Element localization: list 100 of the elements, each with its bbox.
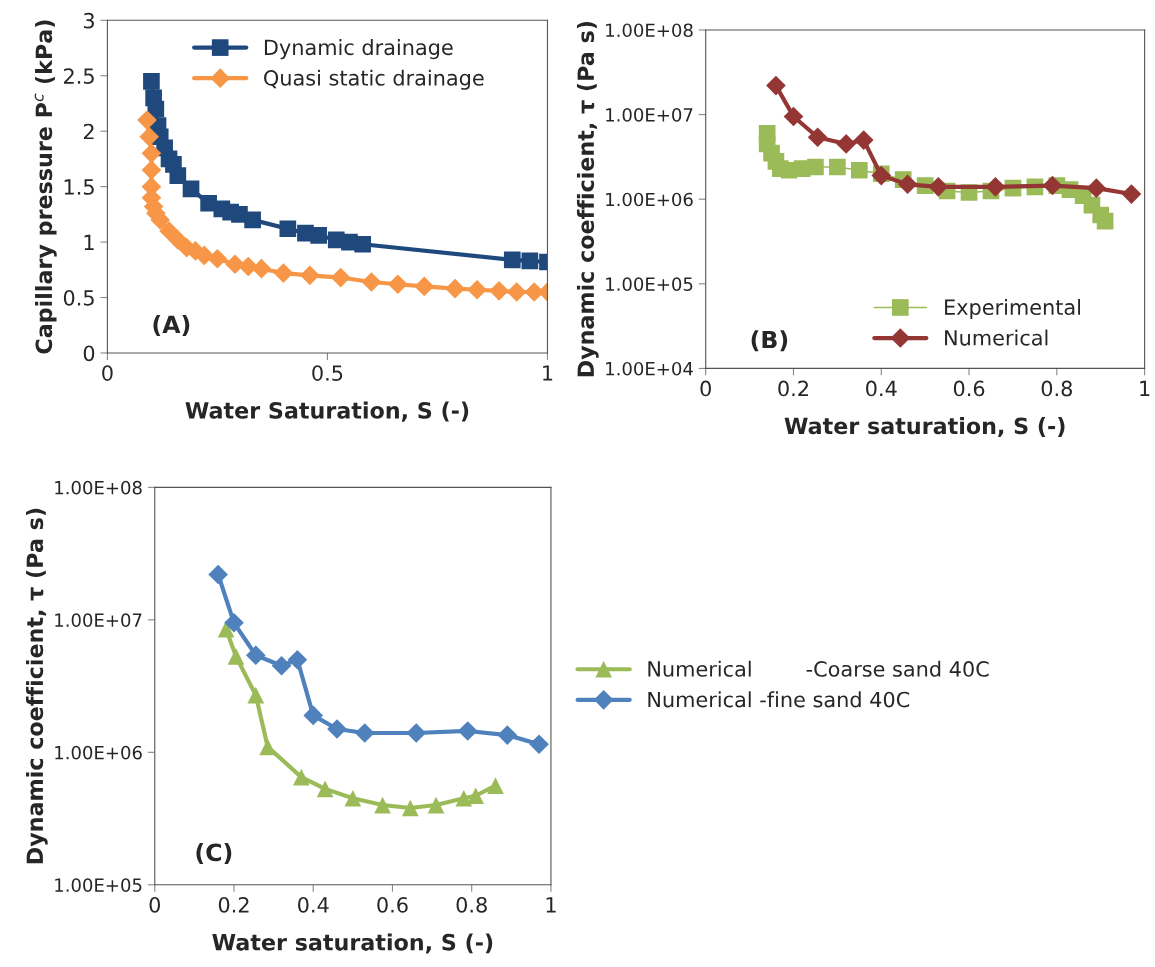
- point: [147, 100, 165, 118]
- point: [139, 126, 160, 147]
- point: [244, 211, 261, 229]
- legend-label: Quasi static drainage: [264, 69, 484, 90]
- point: [271, 655, 292, 676]
- point: [330, 267, 351, 288]
- y-tick-label: 3: [83, 12, 94, 29]
- point: [829, 158, 846, 176]
- x-tick-label: 0.8: [1041, 380, 1072, 397]
- legend-label: Numerical -fine sand 40C: [648, 691, 910, 708]
- point: [807, 158, 824, 176]
- point: [850, 161, 868, 179]
- annotation: (C): [196, 843, 232, 865]
- point: [1086, 178, 1107, 198]
- y-tick-label: 2.5: [64, 68, 94, 84]
- point: [529, 734, 549, 755]
- x-tick-label: 0.4: [298, 896, 329, 913]
- point: [467, 787, 484, 805]
- point: [182, 180, 200, 198]
- y-tick-label: 0: [83, 345, 95, 362]
- y-tick-label: 1.00E+08: [55, 480, 142, 495]
- legend-label: Numerical -Coarse sand 40C: [648, 660, 989, 677]
- annotation: (A): [153, 315, 190, 337]
- x-tick-label: 0: [700, 380, 711, 397]
- point: [455, 789, 473, 807]
- x-tick-label: 0.6: [953, 380, 985, 397]
- y-tick-label: 1.00E+07: [55, 613, 142, 627]
- point: [497, 725, 518, 745]
- y-tick-label: 1.5: [64, 179, 94, 195]
- point: [137, 110, 157, 130]
- point: [374, 796, 391, 814]
- point: [327, 719, 347, 739]
- point: [401, 799, 419, 817]
- point: [279, 220, 297, 238]
- point: [467, 279, 487, 300]
- y-axis-title: Dynamic coefficient, τ (Pa s): [26, 508, 48, 864]
- point: [141, 143, 162, 164]
- point: [1121, 184, 1142, 204]
- y-axis-title: Dynamic coefficient, τ (Pa s): [576, 21, 599, 377]
- point: [506, 282, 527, 302]
- point: [489, 281, 509, 301]
- point: [207, 248, 228, 269]
- x-tick-label: 0.6: [377, 896, 408, 913]
- point: [287, 649, 308, 670]
- point: [985, 177, 1006, 197]
- point: [310, 227, 327, 244]
- point: [445, 278, 465, 299]
- x-axis-title: Water Saturation, S (-): [185, 401, 469, 422]
- y-tick-label: 1.00E+08: [606, 23, 693, 38]
- x-axis-title: Water saturation, S (-): [212, 933, 493, 954]
- x-tick-label: 1: [546, 897, 556, 913]
- point: [1096, 212, 1114, 230]
- point: [503, 251, 521, 269]
- point: [300, 265, 320, 286]
- point: [143, 72, 160, 90]
- x-tick-label: 0.2: [218, 896, 249, 913]
- legend-label: Numerical: [945, 329, 1048, 346]
- y-tick-label: 1.00E+06: [606, 192, 693, 207]
- point: [259, 738, 277, 756]
- x-tick-label: 0.5: [312, 365, 343, 381]
- point: [853, 130, 874, 150]
- point: [807, 127, 828, 148]
- x-tick-label: 0.2: [778, 380, 808, 397]
- point: [361, 272, 382, 292]
- point: [169, 167, 187, 184]
- point: [406, 723, 427, 743]
- point: [224, 612, 244, 633]
- point: [928, 177, 949, 197]
- legend-label: Experimental: [945, 298, 1081, 320]
- point: [897, 174, 918, 195]
- y-tick-label: 2: [83, 123, 94, 140]
- point: [1042, 175, 1063, 196]
- point: [487, 777, 504, 795]
- point: [836, 134, 856, 154]
- point: [344, 789, 362, 807]
- y-tick-label: 1.00E+06: [55, 745, 142, 760]
- point: [414, 276, 435, 297]
- y-tick-label: 1.00E+07: [606, 108, 693, 122]
- point: [303, 705, 324, 726]
- point: [238, 256, 259, 277]
- point: [293, 768, 310, 786]
- y-tick-label: 1.00E+04: [606, 361, 693, 376]
- y-tick-label: 1: [84, 234, 94, 250]
- x-tick-label: 0.8: [456, 896, 487, 913]
- point: [354, 723, 375, 743]
- point: [766, 75, 786, 96]
- point: [388, 274, 408, 295]
- y-tick-label: 0.5: [63, 289, 94, 306]
- point: [273, 263, 294, 283]
- point: [194, 245, 215, 266]
- y-tick-label: 1.00E+05: [55, 878, 142, 892]
- annotation: (B): [751, 330, 788, 352]
- legend-label: Dynamic drainage: [264, 39, 453, 60]
- point: [247, 686, 265, 704]
- point: [245, 645, 266, 666]
- x-tick-label: 1: [1140, 380, 1150, 397]
- x-tick-label: 1: [543, 365, 553, 381]
- x-axis-title: Water saturation, S (-): [784, 417, 1065, 438]
- x-tick-label: 0.4: [866, 380, 897, 397]
- point: [316, 780, 334, 798]
